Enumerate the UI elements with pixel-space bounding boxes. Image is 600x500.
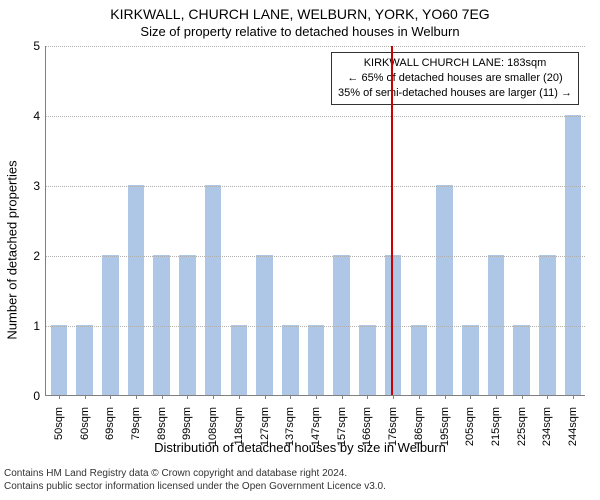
x-tick: [110, 395, 111, 399]
bar: [256, 255, 273, 395]
gridline: [46, 116, 585, 117]
x-tick: [136, 395, 137, 399]
plot-area: KIRKWALL CHURCH LANE: 183sqm ← 65% of de…: [45, 46, 585, 396]
annotation-box: KIRKWALL CHURCH LANE: 183sqm ← 65% of de…: [331, 52, 579, 105]
x-tick: [239, 395, 240, 399]
x-tick-label: 99sqm: [181, 407, 193, 440]
y-tick-label: 2: [33, 249, 46, 263]
bar: [205, 185, 222, 395]
chart-title-line2: Size of property relative to detached ho…: [0, 24, 600, 39]
gridline: [46, 186, 585, 187]
x-tick: [393, 395, 394, 399]
x-tick: [419, 395, 420, 399]
x-tick: [367, 395, 368, 399]
x-tick: [496, 395, 497, 399]
bar: [488, 255, 505, 395]
bar: [359, 325, 376, 395]
bar: [76, 325, 93, 395]
bar: [385, 255, 402, 395]
x-tick: [547, 395, 548, 399]
gridline: [46, 256, 585, 257]
y-tick-label: 5: [33, 39, 46, 53]
bar: [179, 255, 196, 395]
bar: [308, 325, 325, 395]
x-axis-label: Distribution of detached houses by size …: [0, 440, 600, 455]
y-axis-label: Number of detached properties: [5, 160, 20, 339]
bar: [436, 185, 453, 395]
x-tick-label: 50sqm: [53, 407, 65, 440]
annotation-line2: ← 65% of detached houses are smaller (20…: [338, 71, 572, 86]
x-tick: [213, 395, 214, 399]
footer-line1: Contains HM Land Registry data © Crown c…: [4, 468, 386, 481]
x-tick: [85, 395, 86, 399]
gridline: [46, 326, 585, 327]
y-tick-label: 0: [33, 389, 46, 403]
bar: [102, 255, 119, 395]
x-tick: [162, 395, 163, 399]
bar: [411, 325, 428, 395]
bar: [539, 255, 556, 395]
chart-container: KIRKWALL, CHURCH LANE, WELBURN, YORK, YO…: [0, 0, 600, 500]
bar: [513, 325, 530, 395]
y-tick-label: 1: [33, 319, 46, 333]
gridline: [46, 46, 585, 47]
x-tick-label: 60sqm: [79, 407, 91, 440]
bar: [565, 115, 582, 395]
bar: [231, 325, 248, 395]
annotation-line3: 35% of semi-detached houses are larger (…: [338, 86, 572, 101]
footer-text: Contains HM Land Registry data © Crown c…: [4, 468, 386, 493]
x-tick: [316, 395, 317, 399]
bar: [153, 255, 170, 395]
footer-line2: Contains public sector information licen…: [4, 481, 386, 494]
x-tick: [265, 395, 266, 399]
x-tick: [290, 395, 291, 399]
bar: [51, 325, 68, 395]
x-tick-label: 69sqm: [104, 407, 116, 440]
y-tick-label: 4: [33, 109, 46, 123]
x-tick-label: 89sqm: [156, 407, 168, 440]
bar: [333, 255, 350, 395]
x-tick: [59, 395, 60, 399]
y-tick-label: 3: [33, 179, 46, 193]
bar: [282, 325, 299, 395]
chart-title-line1: KIRKWALL, CHURCH LANE, WELBURN, YORK, YO…: [0, 6, 600, 22]
marker-line: [391, 46, 393, 395]
bar: [128, 185, 145, 395]
x-tick: [342, 395, 343, 399]
x-tick: [522, 395, 523, 399]
x-tick: [187, 395, 188, 399]
annotation-line1: KIRKWALL CHURCH LANE: 183sqm: [338, 56, 572, 71]
bar: [462, 325, 479, 395]
x-tick: [445, 395, 446, 399]
x-tick: [573, 395, 574, 399]
x-tick: [470, 395, 471, 399]
x-tick-label: 79sqm: [130, 407, 142, 440]
